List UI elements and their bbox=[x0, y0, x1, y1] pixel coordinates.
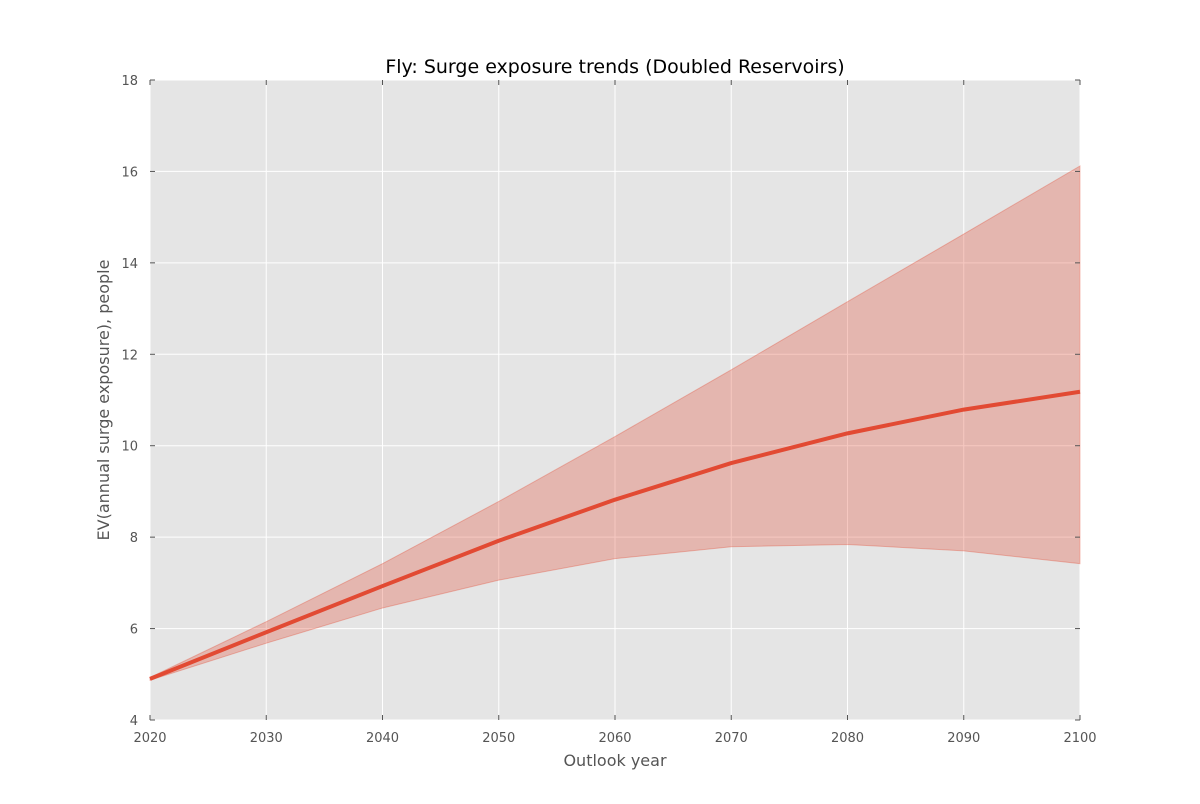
x-tick-label: 2050 bbox=[482, 731, 515, 746]
y-tick-label: 10 bbox=[121, 440, 138, 455]
tick-marks bbox=[149, 79, 1081, 721]
x-tick-label: 2060 bbox=[598, 731, 631, 746]
x-tick-label: 2040 bbox=[366, 731, 399, 746]
y-tick-label: 8 bbox=[130, 531, 138, 546]
y-tick-label: 6 bbox=[130, 623, 138, 638]
x-tick-label: 2090 bbox=[947, 731, 980, 746]
x-tick-label: 2080 bbox=[831, 731, 864, 746]
y-tick-label: 18 bbox=[121, 74, 138, 89]
y-tick-labels: 4 6 8 10 12 14 16 18 bbox=[121, 74, 138, 729]
x-tick-label: 2070 bbox=[715, 731, 748, 746]
series-line-layer bbox=[149, 389, 1081, 681]
y-axis-title: EV(annual surge exposure), people bbox=[94, 260, 113, 541]
series-line bbox=[149, 389, 1081, 681]
y-tick-label: 16 bbox=[121, 165, 138, 180]
x-tick-label: 2100 bbox=[1063, 731, 1096, 746]
y-tick-label: 12 bbox=[121, 348, 138, 363]
x-tick-label: 2030 bbox=[250, 731, 283, 746]
y-tick-label: 14 bbox=[121, 257, 138, 272]
x-tick-label: 2020 bbox=[133, 731, 166, 746]
chart-title: Fly: Surge exposure trends (Doubled Rese… bbox=[385, 56, 844, 78]
y-tick-label: 4 bbox=[130, 714, 138, 729]
x-tick-labels: 2020 2030 2040 2050 2060 2070 2080 2090 2100 bbox=[133, 731, 1096, 746]
x-axis-title: Outlook year bbox=[563, 751, 667, 770]
